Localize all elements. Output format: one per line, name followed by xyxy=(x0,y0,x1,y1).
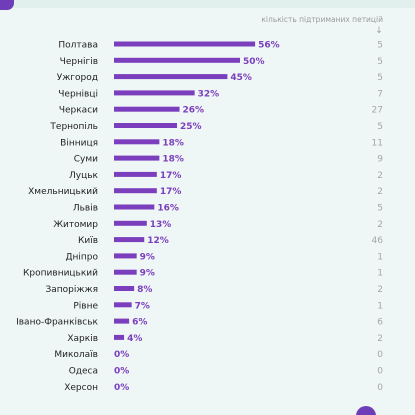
petition-count-label: 46 xyxy=(372,236,384,246)
value-label: 26% xyxy=(183,106,205,116)
category-label: Суми xyxy=(74,155,98,165)
petition-count-label: 0 xyxy=(377,350,383,360)
bar xyxy=(114,139,160,145)
value-label: 25% xyxy=(180,122,202,132)
count-column-arrow: ↓ xyxy=(375,26,383,36)
value-label: 0% xyxy=(114,350,129,360)
bar xyxy=(114,57,240,63)
value-label: 4% xyxy=(127,334,142,344)
bar xyxy=(114,302,132,308)
value-label: 17% xyxy=(160,171,182,181)
category-label: Одеса xyxy=(69,367,98,377)
petition-count-label: 2 xyxy=(377,220,383,230)
petition-count-label: 2 xyxy=(377,187,383,197)
petition-count-label: 5 xyxy=(377,122,383,132)
petition-count-label: 5 xyxy=(377,204,383,214)
value-label: 13% xyxy=(150,220,172,230)
petition-count-label: 1 xyxy=(377,269,383,279)
bar xyxy=(114,269,137,275)
category-label: Миколаїв xyxy=(54,350,98,360)
bar xyxy=(114,171,157,177)
value-label: 9% xyxy=(140,252,155,262)
value-label: 32% xyxy=(198,89,220,99)
bar xyxy=(114,253,137,259)
bar xyxy=(114,237,145,243)
value-label: 12% xyxy=(147,236,169,246)
category-label: Харків xyxy=(67,334,98,344)
brand-circle-icon xyxy=(356,406,376,415)
petition-count-label: 0 xyxy=(377,383,383,393)
category-label: Кропивницький xyxy=(23,269,98,279)
value-label: 9% xyxy=(140,269,155,279)
bar xyxy=(114,155,160,161)
bar xyxy=(114,123,177,128)
category-label: Полтава xyxy=(58,41,98,51)
bar xyxy=(114,318,130,324)
category-label: Рівне xyxy=(73,301,98,311)
petition-count-label: 27 xyxy=(372,106,383,116)
value-label: 7% xyxy=(135,301,150,311)
bar xyxy=(114,90,195,96)
petition-count-label: 2 xyxy=(377,334,383,344)
category-label: Тернопіль xyxy=(49,122,98,132)
value-label: 56% xyxy=(258,41,280,51)
value-label: 18% xyxy=(162,138,184,148)
bar xyxy=(114,286,135,291)
category-label: Чернігів xyxy=(60,57,98,67)
petition-count-label: 9 xyxy=(377,155,383,165)
count-column-header: кількість підтриманих петицій xyxy=(261,15,383,24)
category-label: Луцьк xyxy=(69,171,99,181)
petition-count-label: 5 xyxy=(377,57,383,67)
petition-count-label: 6 xyxy=(377,318,383,328)
value-label: 0% xyxy=(114,367,129,377)
petition-count-label: 5 xyxy=(377,73,383,83)
bar xyxy=(114,204,155,210)
category-label: Івано-Франківськ xyxy=(16,318,98,328)
value-label: 6% xyxy=(132,318,147,328)
bar xyxy=(114,188,157,194)
top-band xyxy=(0,0,415,8)
category-label: Ужгород xyxy=(57,73,98,83)
petition-count-label: 1 xyxy=(377,301,383,311)
value-label: 18% xyxy=(162,155,184,165)
petition-count-label: 7 xyxy=(377,89,383,99)
value-label: 0% xyxy=(114,383,129,393)
petition-count-label: 2 xyxy=(377,171,383,181)
value-label: 8% xyxy=(137,285,152,295)
category-label: Дніпро xyxy=(65,252,98,262)
petition-count-label: 2 xyxy=(377,285,383,295)
bar xyxy=(114,41,256,47)
value-label: 45% xyxy=(230,73,252,83)
petition-count-label: 5 xyxy=(377,41,383,51)
value-label: 16% xyxy=(157,204,179,214)
petition-count-label: 0 xyxy=(377,367,383,377)
value-label: 17% xyxy=(160,187,182,197)
category-label: Чернівці xyxy=(58,89,98,99)
bar xyxy=(114,334,125,340)
category-label: Хмельницький xyxy=(28,187,98,197)
category-label: Вінниця xyxy=(60,138,98,148)
bar xyxy=(114,106,180,112)
brand-corner-icon xyxy=(0,0,14,10)
value-label: 50% xyxy=(243,57,265,67)
category-label: Львів xyxy=(73,204,98,214)
petition-count-label: 11 xyxy=(372,138,383,148)
petition-count-label: 1 xyxy=(377,252,383,262)
bar xyxy=(114,220,147,226)
category-label: Київ xyxy=(78,236,98,246)
bar xyxy=(114,74,228,80)
category-label: Запоріжжя xyxy=(45,285,98,295)
category-label: Житомир xyxy=(53,220,98,230)
category-label: Черкаси xyxy=(59,106,98,116)
category-label: Херсон xyxy=(64,383,98,393)
